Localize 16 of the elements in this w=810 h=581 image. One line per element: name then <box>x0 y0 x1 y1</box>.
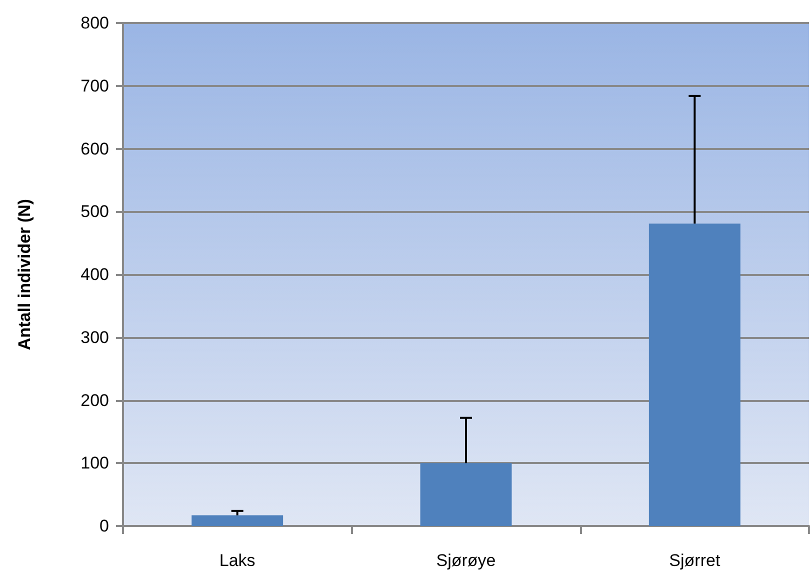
y-tick-label: 100 <box>80 454 109 473</box>
y-tick-label: 700 <box>80 76 109 96</box>
x-tick-label: Laks <box>219 551 256 570</box>
y-tick-label: 800 <box>80 14 109 32</box>
bar <box>192 515 284 526</box>
y-tick-label: 500 <box>80 202 109 222</box>
bar <box>420 463 512 526</box>
y-tick-label: 200 <box>80 390 109 410</box>
y-tick-label: 400 <box>80 265 109 284</box>
y-tick-label: 300 <box>80 328 109 347</box>
y-tick-label: 600 <box>80 139 109 158</box>
y-axis-title: Antall individer (N) <box>15 198 34 350</box>
y-tick-label: 0 <box>100 516 109 536</box>
x-tick-label: Sjørøye <box>436 551 496 570</box>
bar <box>648 224 740 526</box>
x-tick-label: Sjørret <box>669 551 720 570</box>
